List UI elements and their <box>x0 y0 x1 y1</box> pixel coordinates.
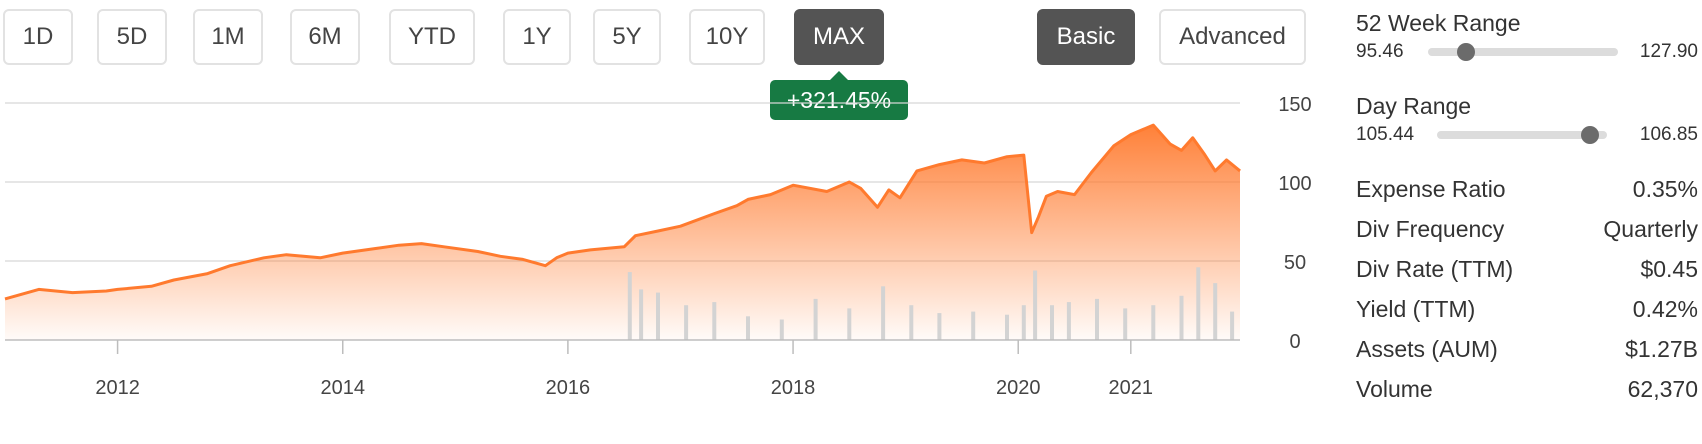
week52-low: 95.46 <box>1356 41 1404 62</box>
volume-bar <box>971 311 976 340</box>
price-line <box>4 123 1241 301</box>
stat-value: Quarterly <box>1603 216 1698 242</box>
volume-bar <box>779 319 784 340</box>
volume-bar <box>656 292 660 340</box>
x-tick-label: 2018 <box>771 377 816 399</box>
range-button-ytd[interactable]: YTD <box>389 9 475 65</box>
price-series-line <box>4 123 1241 301</box>
stat-row-yield: Yield (TTM) 0.42% <box>1356 296 1698 336</box>
volume-bar <box>639 289 644 340</box>
range-button-1d[interactable]: 1D <box>3 9 73 65</box>
volume-bar <box>1230 311 1235 340</box>
stat-value: $0.45 <box>1640 256 1698 282</box>
stat-value: 62,370 <box>1627 376 1698 402</box>
x-tick-label: 2012 <box>95 377 140 399</box>
axes: 0 50 100 150 2012 2014 2016 2018 2020 2021 <box>5 94 1312 399</box>
week52-range-title: 52 Week Range <box>1356 10 1521 36</box>
day-low: 105.44 <box>1356 124 1415 145</box>
week52-range-marker <box>1457 43 1475 61</box>
volume-bar <box>1151 305 1156 340</box>
stat-row-expense-ratio: Expense Ratio 0.35% <box>1356 176 1698 216</box>
volume-bar <box>1066 302 1071 340</box>
range-button-max[interactable]: MAX <box>794 9 884 65</box>
range-button-6m[interactable]: 6M <box>290 9 360 65</box>
volume-bars <box>627 267 1235 340</box>
range-button-5y[interactable]: 5Y <box>593 9 661 65</box>
volume-bar <box>1033 270 1038 340</box>
y-tick-label: 0 <box>1289 331 1300 353</box>
change-badge: +321.45% <box>770 71 908 120</box>
day-range-marker <box>1581 126 1599 144</box>
stat-label: Expense Ratio <box>1356 176 1506 202</box>
stat-label: Yield (TTM) <box>1356 296 1476 322</box>
volume-bar <box>746 316 750 340</box>
stat-row-div-frequency: Div Frequency Quarterly <box>1356 216 1698 256</box>
x-tick-label: 2016 <box>546 377 591 399</box>
volume-bar <box>627 272 632 340</box>
volume-bar <box>1179 295 1184 340</box>
stat-row-div-rate: Div Rate (TTM) $0.45 <box>1356 256 1698 296</box>
volume-bar <box>1123 308 1128 340</box>
week52-high: 127.90 <box>1639 41 1698 62</box>
advanced-view-button[interactable]: Advanced <box>1159 9 1306 65</box>
price-area <box>5 125 1240 340</box>
volume-bar <box>1005 314 1009 340</box>
stat-label: Assets (AUM) <box>1356 336 1498 362</box>
day-range-title: Day Range <box>1356 93 1472 119</box>
range-button-5d[interactable]: 5D <box>97 9 167 65</box>
stat-label: Div Rate (TTM) <box>1356 256 1514 282</box>
price-area-fill <box>5 125 1240 340</box>
stat-label: Volume <box>1356 376 1433 402</box>
day-range-track <box>1437 131 1607 139</box>
x-tick-label: 2020 <box>996 377 1041 399</box>
x-tick-label: 2014 <box>320 377 365 399</box>
range-button-10y[interactable]: 10Y <box>689 9 765 65</box>
week52-range-track <box>1428 48 1618 56</box>
range-button-1m[interactable]: 1M <box>193 9 263 65</box>
price-chart: 0 50 100 150 2012 2014 2016 2018 2020 2021 <box>4 94 1312 399</box>
volume-bar <box>684 305 689 340</box>
volume-bar <box>1196 267 1201 340</box>
x-tick-label: 2021 <box>1109 377 1154 399</box>
volume-bar <box>1213 283 1218 340</box>
stat-row-volume: Volume 62,370 <box>1356 376 1698 416</box>
stat-row-assets: Assets (AUM) $1.27B <box>1356 336 1698 376</box>
volume-bar <box>909 305 914 340</box>
volume-bar <box>1050 305 1054 340</box>
stat-value: 0.42% <box>1632 296 1698 322</box>
volume-bar <box>712 302 717 340</box>
basic-view-button[interactable]: Basic <box>1037 9 1135 65</box>
volume-bar <box>937 313 942 340</box>
volume-bar <box>1095 298 1099 340</box>
stat-value: 0.35% <box>1632 176 1698 202</box>
volume-bar <box>881 286 886 340</box>
y-tick-label: 150 <box>1278 94 1311 116</box>
day-high: 106.85 <box>1639 124 1698 145</box>
stat-label: Div Frequency <box>1356 216 1505 242</box>
stat-value: $1.27B <box>1625 336 1698 362</box>
volume-bar <box>1021 305 1026 340</box>
range-button-1y[interactable]: 1Y <box>503 9 571 65</box>
volume-bar <box>813 298 818 340</box>
y-tick-label: 50 <box>1284 252 1306 274</box>
y-tick-label: 100 <box>1278 173 1311 195</box>
volume-bar <box>847 308 852 340</box>
